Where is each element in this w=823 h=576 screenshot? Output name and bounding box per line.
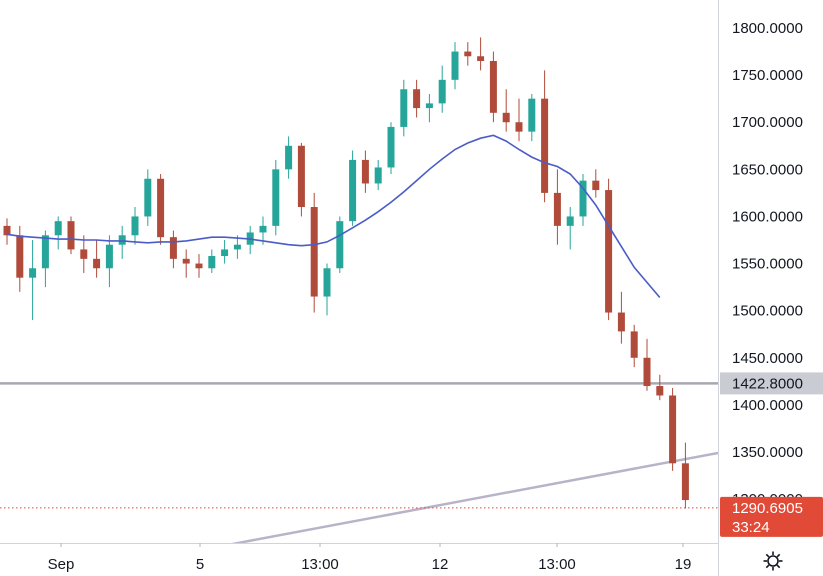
- y-tick-label: 1750.0000: [732, 67, 803, 84]
- x-tick-label: 19: [675, 556, 692, 573]
- candle-body[interactable]: [451, 51, 459, 80]
- candle-body[interactable]: [592, 180, 600, 191]
- y-tick-label: 1400.0000: [732, 397, 803, 414]
- chart-settings-button[interactable]: [758, 546, 788, 576]
- candle-body[interactable]: [528, 98, 536, 132]
- candle-body[interactable]: [233, 244, 241, 250]
- candle-body[interactable]: [579, 180, 587, 217]
- candle-body[interactable]: [105, 244, 113, 269]
- level-price-label: 1422.8000: [732, 375, 803, 392]
- y-tick-label: 1800.0000: [732, 20, 803, 37]
- candle-body[interactable]: [272, 169, 280, 226]
- candle-body[interactable]: [310, 207, 318, 297]
- x-tick-label: 5: [196, 556, 204, 573]
- candle-body[interactable]: [41, 235, 49, 269]
- x-tick-label: Sep: [48, 556, 75, 573]
- x-tick-label: 13:00: [301, 556, 339, 573]
- last-price-badge: [720, 496, 823, 537]
- candle-body[interactable]: [336, 221, 344, 269]
- candle-body[interactable]: [323, 268, 331, 297]
- gear-icon: [763, 551, 783, 571]
- y-tick-label: 1500.0000: [732, 303, 803, 320]
- candle-body[interactable]: [131, 216, 139, 236]
- candle-body[interactable]: [221, 249, 229, 257]
- candle-body[interactable]: [617, 312, 625, 332]
- candle-body[interactable]: [118, 235, 126, 245]
- candle-body[interactable]: [438, 79, 446, 104]
- candle-body[interactable]: [605, 190, 613, 313]
- candle-body[interactable]: [656, 386, 664, 396]
- candle-body[interactable]: [285, 145, 293, 170]
- candle-body[interactable]: [566, 216, 574, 226]
- candle-body[interactable]: [16, 235, 24, 278]
- y-tick-label: 1650.0000: [732, 161, 803, 178]
- candle-body[interactable]: [144, 178, 152, 217]
- candle-body[interactable]: [643, 357, 651, 387]
- candle-body[interactable]: [195, 263, 203, 269]
- candle-body[interactable]: [400, 89, 408, 127]
- candle-body[interactable]: [669, 395, 677, 464]
- candle-body[interactable]: [681, 463, 689, 501]
- y-tick-label: 1600.0000: [732, 208, 803, 225]
- x-tick-label: 13:00: [538, 556, 576, 573]
- last-price-label: 1290.6905: [732, 500, 803, 517]
- candle-body[interactable]: [169, 237, 177, 259]
- candle-body[interactable]: [502, 112, 510, 123]
- candle-body[interactable]: [489, 60, 497, 113]
- candle-body[interactable]: [80, 249, 88, 259]
- candle-body[interactable]: [349, 159, 357, 222]
- candle-body[interactable]: [29, 268, 37, 278]
- y-tick-label: 1550.0000: [732, 256, 803, 273]
- candle-body[interactable]: [464, 51, 472, 57]
- candle-body[interactable]: [630, 331, 638, 358]
- candle-body[interactable]: [374, 167, 382, 184]
- moving-average-line: [6, 134, 661, 299]
- x-tick-label: 12: [432, 556, 449, 573]
- candle-body[interactable]: [67, 221, 75, 250]
- trendline[interactable]: [0, 451, 718, 576]
- countdown-label: 33:24: [732, 519, 770, 536]
- y-tick-label: 1450.0000: [732, 350, 803, 367]
- candle-body[interactable]: [297, 145, 305, 208]
- candle-body[interactable]: [515, 122, 523, 132]
- candle-body[interactable]: [259, 225, 267, 233]
- candle-body[interactable]: [541, 98, 549, 193]
- candle-body[interactable]: [157, 178, 165, 238]
- candle-body[interactable]: [361, 159, 369, 184]
- candle-body[interactable]: [477, 56, 485, 61]
- level-price-badge: [720, 372, 823, 395]
- y-tick-label: 1350.0000: [732, 444, 803, 461]
- candle-body[interactable]: [208, 256, 216, 269]
- candle-body[interactable]: [553, 192, 561, 226]
- candle-body[interactable]: [3, 225, 11, 236]
- candle-body[interactable]: [93, 258, 101, 269]
- candle-body[interactable]: [182, 258, 190, 264]
- candle-body[interactable]: [387, 126, 395, 168]
- candle-body[interactable]: [425, 103, 433, 109]
- candle-body[interactable]: [413, 89, 421, 109]
- candle-body[interactable]: [54, 221, 62, 236]
- y-tick-label: 1700.0000: [732, 114, 803, 131]
